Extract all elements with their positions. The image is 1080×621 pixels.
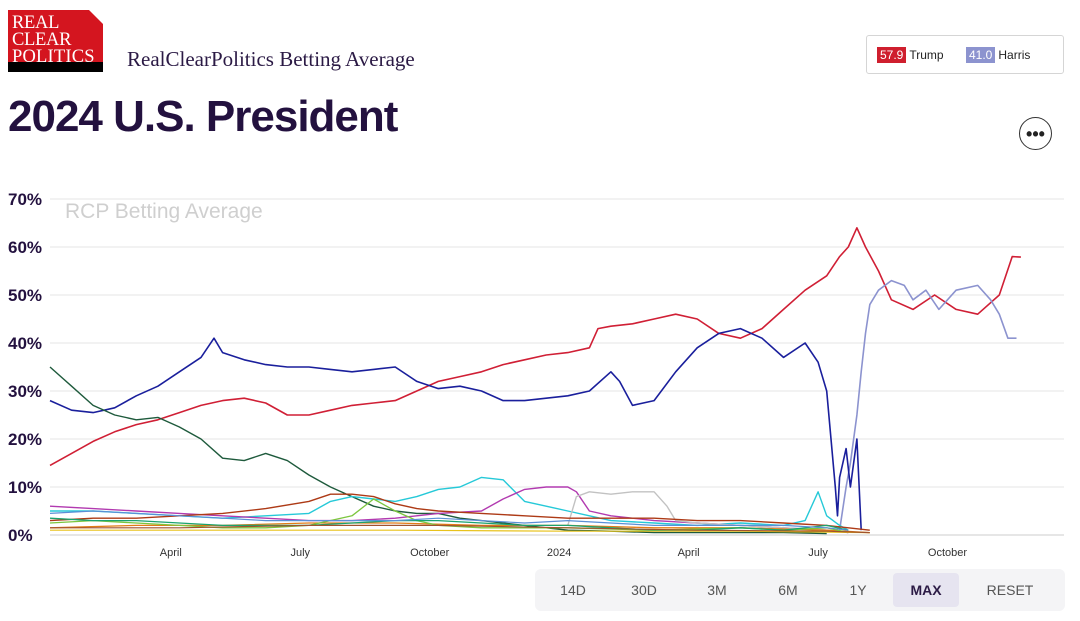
time-range-selector: 14D 30D 3M 6M 1Y MAX RESET <box>535 569 1065 611</box>
y-tick-label: 40% <box>8 334 42 353</box>
range-reset-button[interactable]: RESET <box>986 582 1034 598</box>
series-line-9[interactable] <box>49 522 870 534</box>
range-6m-button[interactable]: 6M <box>778 582 798 598</box>
logo-line-2: CLEAR <box>12 30 72 50</box>
y-tick-label: 0% <box>8 526 33 545</box>
source-label: RealClearPolitics Betting Average <box>127 47 415 71</box>
legend-value-harris: 41.0 <box>966 47 996 63</box>
x-tick-label: October <box>410 547 449 559</box>
range-14d-button[interactable]: 14D <box>560 582 586 598</box>
legend-value-trump: 57.9 <box>877 47 907 63</box>
logo-text: REAL CLEAR POLITICS <box>12 13 95 67</box>
x-tick-label: July <box>808 547 828 559</box>
line-chart: 0% 10% 20% 30% 40% 50% 60% 70% April July October… <box>8 190 1064 559</box>
legend-item-harris[interactable]: 41.0 Harris <box>966 47 1030 63</box>
logo-line-1: REAL <box>12 13 60 33</box>
y-tick-label: 50% <box>8 286 42 305</box>
series-line-8[interactable] <box>49 493 870 531</box>
logo-line-3: POLITICS <box>12 47 95 67</box>
range-30d-button[interactable]: 30D <box>631 582 657 598</box>
page-title: 2024 U.S. President <box>8 92 398 141</box>
x-tick-label: October <box>928 547 967 559</box>
series-line-14[interactable] <box>50 524 870 534</box>
y-tick-label: 10% <box>8 478 42 497</box>
y-tick-label: 70% <box>8 190 42 209</box>
series-line-1[interactable] <box>49 226 1021 467</box>
rcp-logo[interactable]: REAL CLEAR POLITICS <box>8 10 103 72</box>
x-tick-label: April <box>678 547 700 559</box>
chart-watermark: RCP Betting Average <box>65 200 263 223</box>
x-axis-labels: April July October 2024 April July October <box>160 547 968 559</box>
legend-label-harris: Harris <box>998 48 1031 62</box>
series-line-3[interactable] <box>49 327 862 531</box>
chart-series <box>49 226 1021 535</box>
x-tick-label: April <box>160 547 182 559</box>
range-1y-button[interactable]: 1Y <box>849 582 867 598</box>
chart-gridlines <box>50 198 1064 536</box>
logo-red-panel <box>8 10 103 62</box>
more-options-button[interactable]: ••• <box>1019 117 1052 150</box>
y-axis-labels: 0% 10% 20% 30% 40% 50% 60% 70% <box>8 190 42 545</box>
series-line-12[interactable] <box>50 529 870 534</box>
series-line-11[interactable] <box>49 517 849 531</box>
logo-corner-fold <box>89 10 103 24</box>
series-line-5[interactable] <box>50 476 849 531</box>
range-3m-button[interactable]: 3M <box>707 582 727 598</box>
legend: 57.9 Trump 41.0 Harris <box>866 35 1064 74</box>
y-tick-label: 20% <box>8 430 42 449</box>
range-max-button[interactable]: MAX <box>893 573 959 607</box>
y-tick-label: 60% <box>8 238 42 257</box>
series-line-13[interactable] <box>49 510 849 531</box>
legend-item-trump[interactable]: 57.9 Trump <box>877 47 944 63</box>
y-tick-label: 30% <box>8 382 42 401</box>
x-tick-label: July <box>290 547 310 559</box>
series-line-4[interactable] <box>49 366 827 535</box>
x-tick-label: 2024 <box>547 547 571 559</box>
series-line-2[interactable] <box>838 279 1017 531</box>
legend-label-trump: Trump <box>909 48 944 62</box>
